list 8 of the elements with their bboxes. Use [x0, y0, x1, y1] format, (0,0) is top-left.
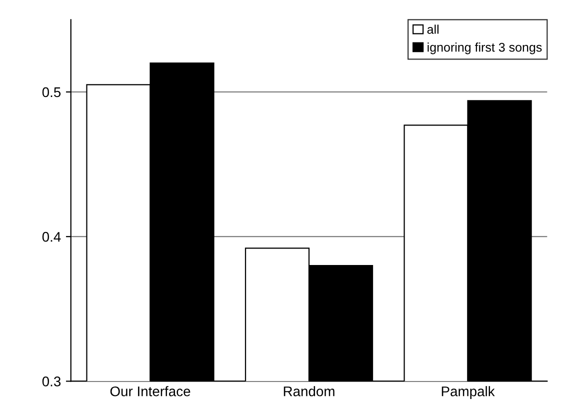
y-tick-label: 0.3 — [42, 376, 61, 386]
y-tick-label: 0.4 — [42, 232, 61, 242]
y-tick-label: 0.5 — [42, 87, 61, 98]
x-tick-label: Pampalk — [442, 386, 495, 400]
legend-label: ignoring first 3 songs — [428, 42, 542, 54]
legend-label: all — [427, 24, 438, 34]
x-tick-label: Random — [284, 386, 334, 396]
x-tick-label: Our Interface — [110, 386, 190, 396]
